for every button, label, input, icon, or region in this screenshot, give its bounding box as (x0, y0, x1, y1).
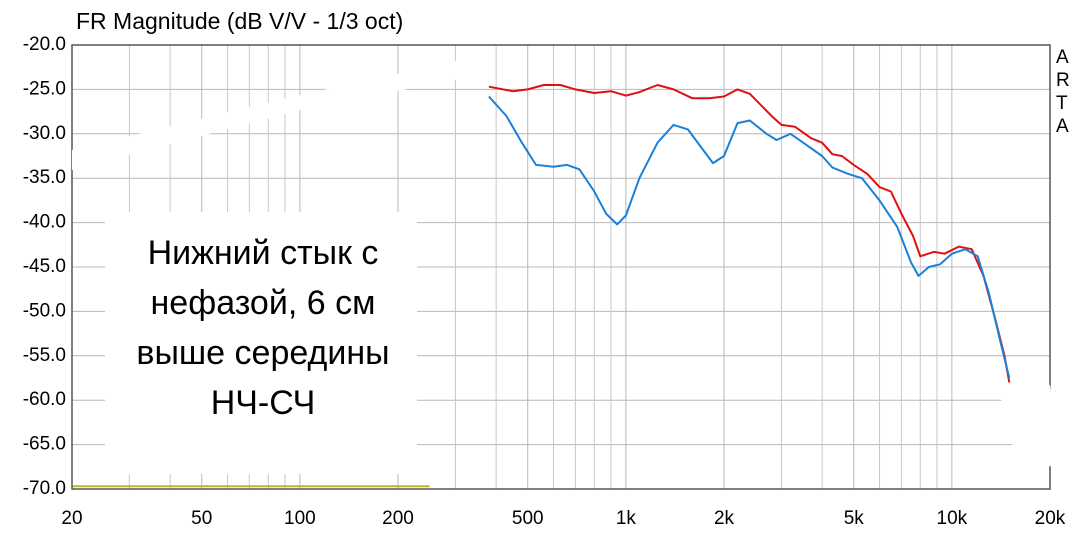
x-tick-label: 100 (284, 508, 316, 529)
x-tick-label: 1k (616, 508, 637, 529)
white-overlay (72, 58, 495, 170)
y-tick-label: -55.0 (23, 345, 66, 366)
watermark: ARTA (1056, 47, 1070, 137)
x-tick-label: 500 (512, 508, 544, 529)
annotation-line: НЧ-СЧ (210, 384, 316, 422)
y-tick-label: -35.0 (23, 167, 66, 188)
x-tick-label: 10k (937, 508, 968, 529)
x-tick-label: 2k (714, 508, 735, 529)
annotation-line: нефазой, 6 см (150, 284, 376, 322)
chart-title: FR Magnitude (dB V/V - 1/3 oct) (76, 8, 403, 34)
y-tick-label: -70.0 (23, 478, 66, 499)
line (488, 95, 1011, 379)
x-tick-label: 5k (844, 508, 865, 529)
y-tick-label: -25.0 (23, 78, 66, 99)
y-tick-label: -65.0 (23, 434, 66, 455)
y-tick-label: -50.0 (23, 300, 66, 321)
y-tick-label: -45.0 (23, 256, 66, 277)
x-tick-label: 20 (61, 508, 82, 529)
y-tick-label: -20.0 (23, 34, 66, 55)
x-tick-label: 50 (191, 508, 212, 529)
y-tick-label: -30.0 (23, 123, 66, 144)
plot (72, 84, 1011, 488)
white-overlay (1000, 385, 1062, 470)
plot-frame (71, 44, 1051, 490)
annotation: Нижний стык с нефазой, 6 см выше середины Н… (108, 228, 418, 428)
line (488, 84, 1011, 383)
annotation-line: Нижний стык с (147, 234, 379, 272)
annotation-box (105, 212, 417, 474)
y-tick-label: -40.0 (23, 212, 66, 233)
y-tick-label: -60.0 (23, 389, 66, 410)
x-tick-label: 20k (1035, 508, 1066, 529)
x-tick-label: 200 (382, 508, 414, 529)
annotation-line: выше середины (136, 334, 390, 372)
